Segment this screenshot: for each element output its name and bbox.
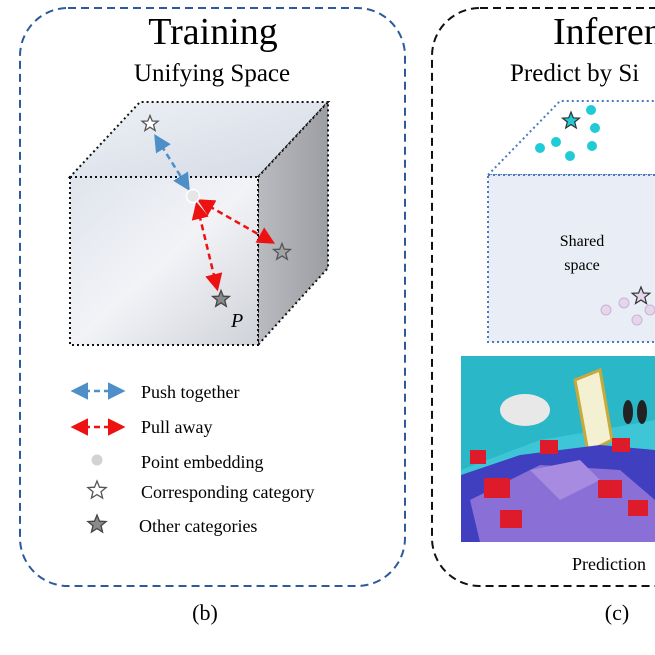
cyan-point [565,151,575,161]
lavender-point [644,304,655,316]
lavender-point [618,297,630,309]
push-together-arrow [154,134,190,191]
cyan-point [535,143,545,153]
point-p-star-icon [210,288,232,308]
pull-away-arrow-down [191,201,223,292]
legend-gray-star-icon [86,513,108,534]
legend-point-dot-icon [91,454,103,466]
inference-panel-border [431,7,655,587]
shared-space-front-face [487,174,655,343]
inference-title: Inferen [553,11,655,53]
cyan-point [590,123,600,133]
other-category-star-icon [271,241,293,261]
cube-front-face [69,176,259,346]
inference-subtitle: Predict by Si [510,60,639,87]
prediction-label: Prediction [572,554,646,574]
inference-caption: (c) [605,600,629,625]
lavender-point [600,304,612,316]
legend-other-label: Other categories [139,516,257,536]
lavender-point-cluster [600,285,655,326]
training-panel: Training Unifying Space P Push together … [19,7,406,625]
point-embedding-dot [185,188,201,204]
prediction-point-cloud-image [461,356,655,542]
legend-point-label: Point embedding [141,452,264,472]
cyan-point [587,141,597,151]
embedding-cube [67,99,331,348]
cyan-point [586,105,596,115]
legend-pull-label: Pull away [141,417,213,437]
legend-corresponding-label: Corresponding category [141,482,314,502]
legend-white-star-icon [86,479,108,500]
shared-space-label-line2: space [564,257,600,274]
lavender-category-star-icon [630,285,652,305]
inference-panel: Inferen Predict by Si Shared space [431,7,655,625]
cyan-point-cluster [535,105,600,161]
training-caption: (b) [192,600,218,625]
shared-space-top-face [485,100,655,176]
lavender-point [631,314,643,326]
point-p-label: P [230,310,243,332]
legend: Push together Pull away Point embedding … [70,382,314,536]
legend-push-label: Push together [141,382,240,402]
shared-space-label-line1: Shared [560,233,604,250]
corresponding-category-star-icon [140,113,160,132]
cube-side-face [257,99,329,348]
training-subtitle: Unifying Space [134,60,290,87]
training-panel-border [19,7,406,587]
training-title: Training [148,11,278,53]
cyan-point [551,137,561,147]
cyan-category-star-icon [560,110,582,130]
